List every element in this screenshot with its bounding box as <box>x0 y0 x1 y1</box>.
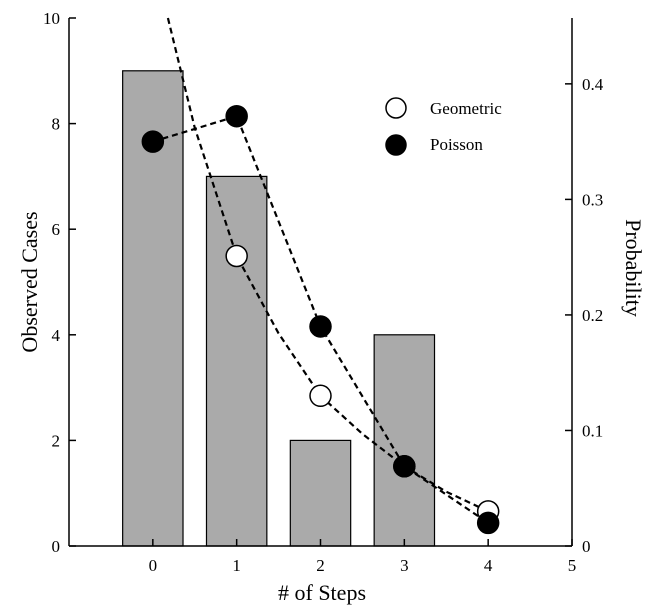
y-tick-label-8: 8 <box>52 115 61 134</box>
x-tick-label-4: 4 <box>484 556 493 575</box>
poisson-point-2 <box>309 315 332 338</box>
x-tick-label-0: 0 <box>149 556 158 575</box>
x-tick-label-3: 3 <box>400 556 409 575</box>
poisson-point-1 <box>225 104 248 128</box>
y2-tick-label-0.4: 0.4 <box>582 75 604 94</box>
legend-geometric-marker <box>385 97 407 119</box>
y-tick-label-0: 0 <box>52 537 61 556</box>
poisson-point-0 <box>141 130 165 153</box>
poisson-point-3 <box>393 455 416 478</box>
y-tick-label-6: 6 <box>52 220 61 239</box>
legend-poisson-label: Poisson <box>430 135 483 154</box>
x-tick-label-2: 2 <box>316 556 325 575</box>
bar-3 <box>373 334 436 547</box>
y2-tick-label-0.3: 0.3 <box>582 190 603 209</box>
y-tick-label-2: 2 <box>52 431 61 450</box>
legend-geometric-label: Geometric <box>430 99 502 118</box>
legend: Geometric Poisson <box>385 97 502 156</box>
geometric-point-1 <box>225 244 248 268</box>
y2-axis-title: Probability <box>621 219 646 317</box>
markers-layer <box>141 104 500 535</box>
y-tick-label-10: 10 <box>43 9 60 28</box>
poisson-point-4 <box>476 511 500 535</box>
bar-1 <box>205 175 268 547</box>
y2-tick-label-0.2: 0.2 <box>582 306 603 325</box>
y-tick-label-4: 4 <box>52 326 61 345</box>
bar-2 <box>289 439 352 547</box>
y2-tick-label-0.1: 0.1 <box>582 421 603 440</box>
y2-tick-label-0: 0 <box>582 537 591 556</box>
x-tick-label-1: 1 <box>232 556 241 575</box>
legend-poisson-marker <box>385 134 407 156</box>
y-axis-title: Observed Cases <box>17 211 42 352</box>
x-axis-title: # of Steps <box>278 580 366 605</box>
x-tick-label-5: 5 <box>568 556 577 575</box>
geometric-point-2 <box>309 384 332 408</box>
